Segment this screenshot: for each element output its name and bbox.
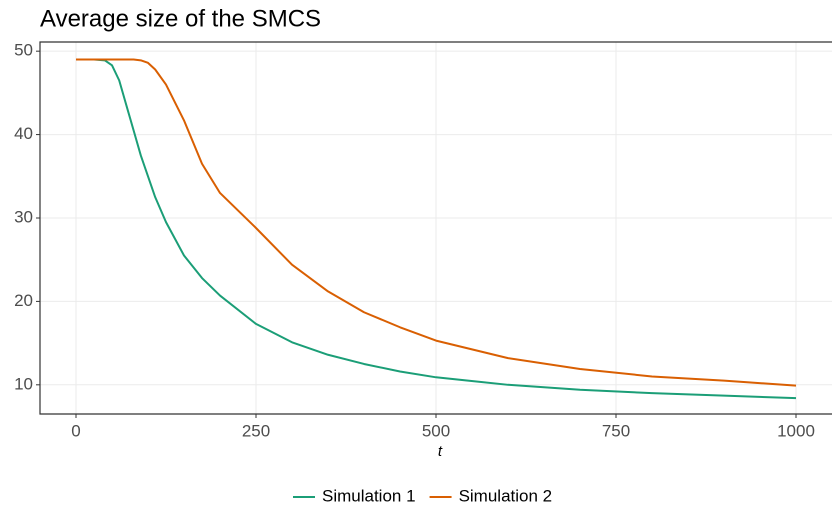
axis-frame bbox=[39, 41, 832, 415]
legend-label: Simulation 1 bbox=[322, 486, 416, 505]
x-axis-label: t bbox=[438, 443, 443, 460]
y-tick-label: 30 bbox=[14, 207, 33, 226]
y-tick-label: 40 bbox=[14, 124, 33, 143]
x-tick-label: 500 bbox=[422, 421, 450, 440]
legend-label: Simulation 2 bbox=[459, 486, 553, 505]
y-tick-label: 20 bbox=[14, 291, 33, 310]
y-tick-label: 50 bbox=[14, 41, 33, 60]
x-tick-label: 750 bbox=[602, 421, 630, 440]
series-line bbox=[76, 58, 797, 387]
x-tick-label: 250 bbox=[242, 421, 270, 440]
series-line bbox=[76, 58, 797, 400]
x-tick-label: 1000 bbox=[777, 421, 815, 440]
x-tick-label: 0 bbox=[71, 421, 80, 440]
y-tick-label: 10 bbox=[14, 374, 33, 393]
chart-title: Average size of the SMCS bbox=[40, 5, 321, 32]
